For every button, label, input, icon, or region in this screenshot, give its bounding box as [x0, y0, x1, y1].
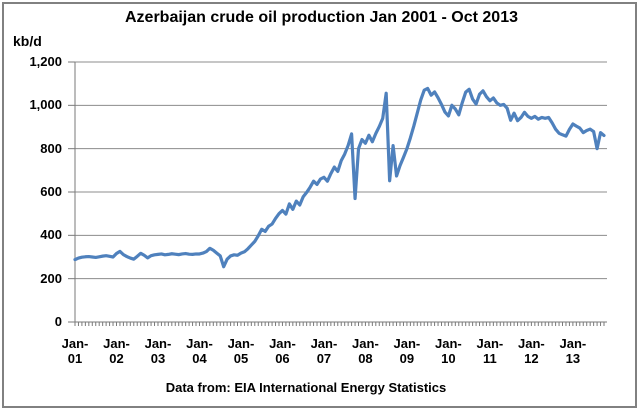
- x-tick-label-Jan-02: Jan- 02: [94, 336, 138, 366]
- x-tick-label-year: 09: [399, 351, 415, 366]
- x-tick-label-Jan-05: Jan- 05: [219, 336, 263, 366]
- y-tick-label-200: 200: [40, 270, 62, 286]
- x-tick-label-month: Jan-: [227, 336, 255, 351]
- x-tick-label-year: 10: [441, 351, 456, 366]
- production-line: [73, 86, 606, 269]
- x-tick-label-month: Jan-: [435, 336, 462, 351]
- y-tick-label-1000: 1,000: [29, 97, 62, 113]
- x-tick-label-year: 13: [565, 351, 581, 366]
- x-tick-label-year: 08: [358, 351, 373, 366]
- x-tick-label-month: Jan-: [186, 336, 213, 351]
- x-tick-label-Jan-11: Jan- 11: [468, 336, 512, 366]
- x-tick-label-year: 03: [150, 351, 166, 366]
- x-tick-label-year: 02: [109, 351, 124, 366]
- y-tick-label-0: 0: [54, 314, 62, 329]
- x-tick-label-year: 06: [275, 351, 290, 366]
- x-tick-label-Jan-12: Jan- 12: [509, 336, 553, 366]
- x-tick-label-Jan-13: Jan- 13: [551, 336, 595, 366]
- x-tick-label-month: Jan-: [393, 336, 421, 351]
- x-tick-label-month: Jan-: [310, 336, 338, 351]
- x-tick-label-year: 05: [233, 351, 249, 366]
- x-tick-label-Jan-10: Jan- 10: [426, 336, 470, 366]
- x-tick-label-year: 04: [192, 351, 207, 366]
- x-tick-label-Jan-08: Jan- 08: [343, 336, 387, 366]
- x-tick-label-year: 11: [483, 351, 497, 366]
- y-axis-unit-label: kb/d: [13, 33, 42, 49]
- y-tick-label-1200: 1,200: [29, 54, 62, 69]
- x-tick-label-year: 01: [67, 351, 83, 366]
- y-tick-label-600: 600: [40, 184, 62, 199]
- x-tick-label-month: Jan-: [269, 336, 296, 351]
- x-tick-label-month: Jan-: [103, 336, 130, 351]
- x-tick-label-Jan-09: Jan- 09: [385, 336, 429, 366]
- x-tick-label-Jan-07: Jan- 07: [302, 336, 346, 366]
- x-tick-label-month: Jan-: [144, 336, 172, 351]
- x-tick-label-month: Jan-: [352, 336, 379, 351]
- y-tick-label-800: 800: [40, 140, 62, 156]
- chart-frame: [2, 2, 637, 408]
- x-tick-label-Jan-06: Jan- 06: [260, 336, 304, 366]
- x-tick-label-month: Jan-: [559, 336, 587, 351]
- source-note: Data from: EIA International Energy Stat…: [165, 380, 447, 395]
- x-tick-label-month: Jan-: [518, 336, 545, 351]
- x-tick-label-Jan-01: Jan- 01: [53, 336, 97, 366]
- x-tick-label-year: 12: [524, 351, 539, 366]
- x-tick-label-Jan-04: Jan- 04: [177, 336, 221, 366]
- x-tick-label-year: 07: [316, 351, 332, 366]
- y-tick-label-400: 400: [40, 227, 62, 243]
- x-tick-label-Jan-03: Jan- 03: [136, 336, 180, 366]
- x-tick-label-month: Jan-: [61, 336, 89, 351]
- x-tick-label-month: Jan-: [476, 336, 504, 351]
- chart-title: Azerbaijan crude oil production Jan 2001…: [124, 9, 518, 26]
